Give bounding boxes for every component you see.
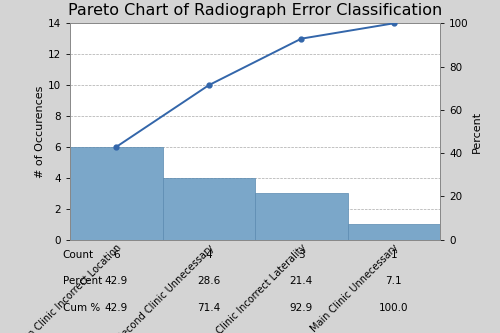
- Bar: [255, 193, 348, 240]
- Bar: [70, 147, 162, 240]
- Text: 42.9: 42.9: [104, 276, 128, 286]
- Title: Pareto Chart of Radiograph Error Classification: Pareto Chart of Radiograph Error Classif…: [68, 3, 442, 18]
- Text: 92.9: 92.9: [290, 303, 313, 313]
- Text: 100.0: 100.0: [379, 303, 408, 313]
- Text: 6: 6: [113, 250, 119, 260]
- Text: 42.9: 42.9: [104, 303, 128, 313]
- Text: 3: 3: [298, 250, 304, 260]
- Text: 1: 1: [390, 250, 397, 260]
- Text: Cum %: Cum %: [62, 303, 100, 313]
- Text: 21.4: 21.4: [290, 276, 313, 286]
- Text: 28.6: 28.6: [197, 276, 220, 286]
- Text: Percent: Percent: [62, 276, 102, 286]
- Y-axis label: Percent: Percent: [472, 111, 482, 153]
- Text: 71.4: 71.4: [197, 303, 220, 313]
- Bar: [348, 224, 440, 240]
- Y-axis label: # of Occurences: # of Occurences: [35, 85, 45, 178]
- Text: 4: 4: [206, 250, 212, 260]
- Text: 7.1: 7.1: [386, 276, 402, 286]
- Text: Count: Count: [62, 250, 94, 260]
- Bar: [162, 178, 255, 240]
